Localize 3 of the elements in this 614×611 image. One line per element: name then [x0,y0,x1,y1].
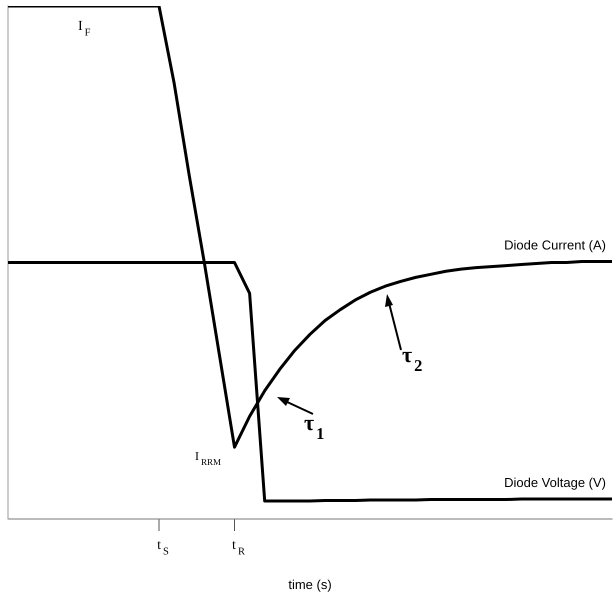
x-axis-title: time (s) [288,577,332,592]
series-label: Diode Voltage (V) [504,474,606,490]
series-label: Diode Current (A) [504,237,606,252]
